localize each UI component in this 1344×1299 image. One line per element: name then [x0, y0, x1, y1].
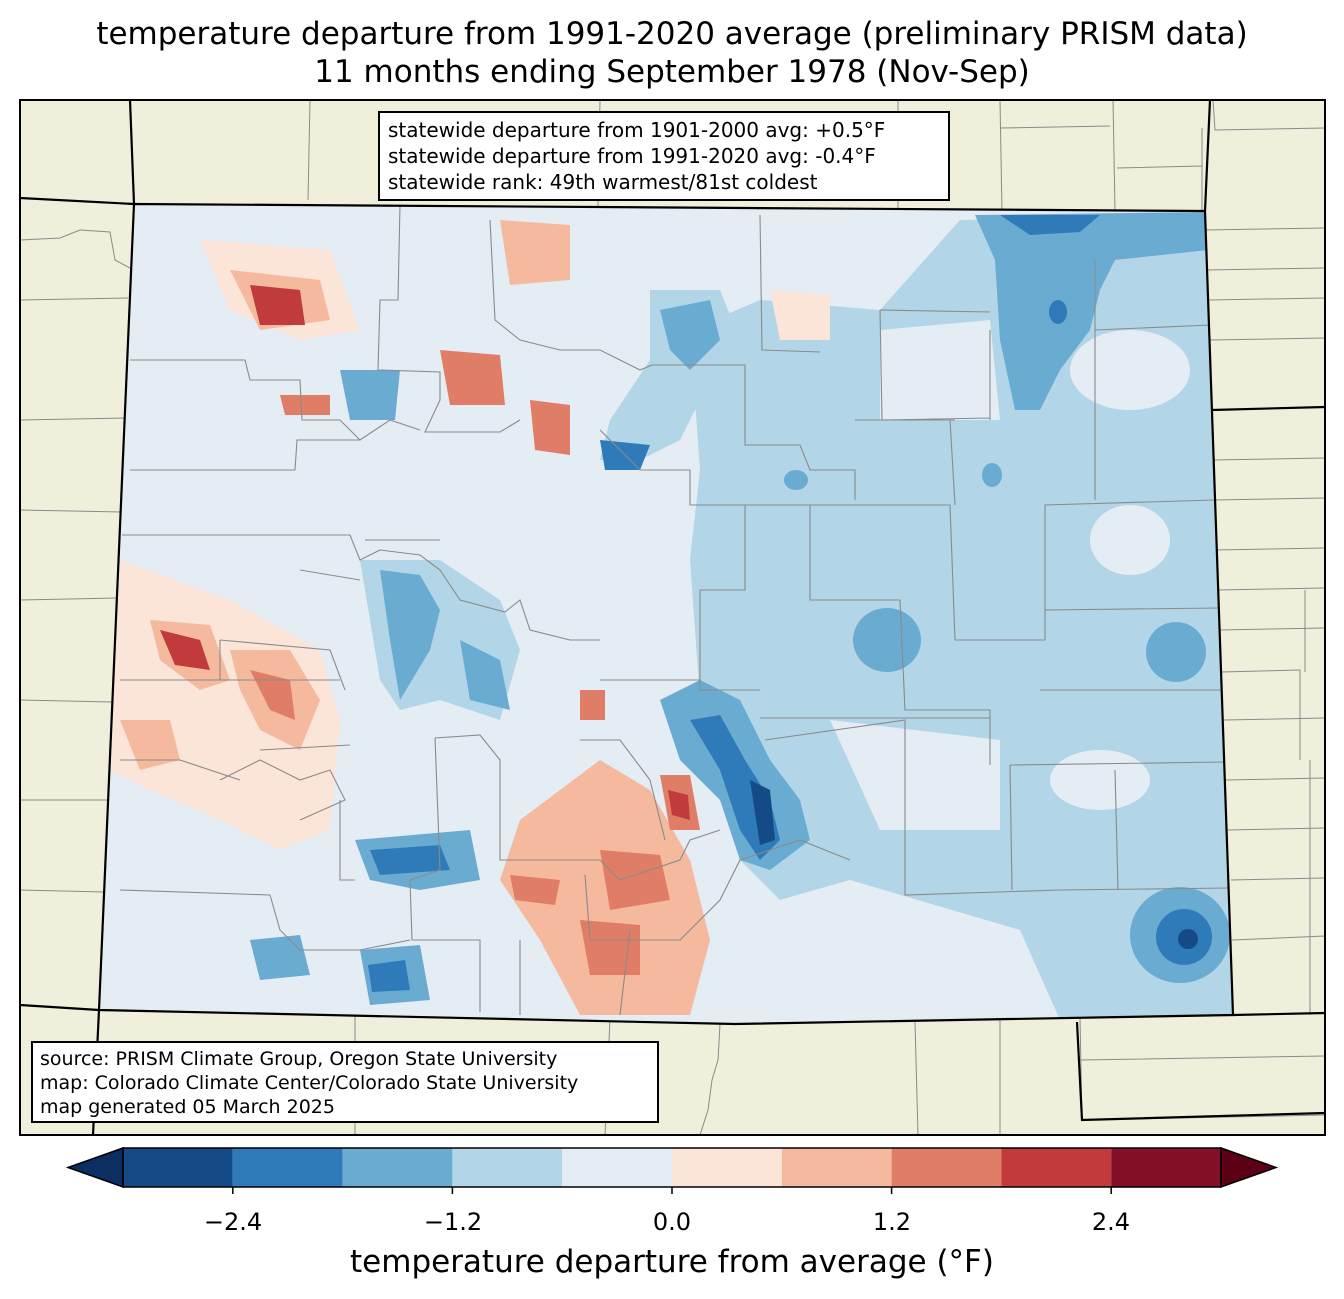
map-subtitle: 11 months ending September 1978 (Nov-Sep… [314, 54, 1030, 90]
colorbar-label: temperature departure from average (°F) [350, 1244, 994, 1280]
colorbar-bin [562, 1148, 672, 1187]
colorbar [65, 1146, 1279, 1194]
stats-departure-1991-2020: statewide departure from 1991-2020 avg: … [388, 144, 876, 168]
stats-rank: statewide rank: 49th warmest/81st coldes… [388, 170, 818, 194]
colorbar-bin [672, 1148, 782, 1187]
colorbar-tick-label: 1.2 [872, 1208, 912, 1236]
colorbar-tick-label: 0.0 [652, 1208, 692, 1236]
colorbar-bin [232, 1148, 343, 1187]
colorbar-bin [1111, 1148, 1221, 1187]
map-title: temperature departure from 1991-2020 ave… [96, 16, 1248, 52]
colorbar-bin [1001, 1148, 1112, 1187]
colorbar-over-arrow [1220, 1146, 1279, 1189]
map-credit: map: Colorado Climate Center/Colorado St… [40, 1072, 579, 1094]
state-borders [20, 100, 1325, 1135]
colorbar-bin [123, 1148, 233, 1187]
colorbar-bin [891, 1148, 1002, 1187]
map-generated-date: map generated 05 March 2025 [40, 1096, 335, 1118]
temperature-departure-field [99, 204, 1233, 1024]
stats-departure-1901-2000: statewide departure from 1901-2000 avg: … [388, 118, 886, 142]
source-credit: source: PRISM Climate Group, Oregon Stat… [40, 1048, 558, 1070]
map-frame [19, 99, 1326, 1136]
statewide-stats-box: statewide departure from 1901-2000 avg: … [378, 111, 950, 201]
colorbar-tick-label: −1.2 [423, 1208, 483, 1236]
colorbar-tick-label: 2.4 [1091, 1208, 1131, 1236]
source-box: source: PRISM Climate Group, Oregon Stat… [31, 1041, 659, 1123]
colorbar-under-arrow [65, 1146, 124, 1189]
colorbar-tick-label: −2.4 [203, 1208, 263, 1236]
colorbar-bin [342, 1148, 453, 1187]
colorbar-bin [452, 1148, 563, 1187]
colorbar-bin [781, 1148, 892, 1187]
county-lines [119, 204, 1231, 1016]
